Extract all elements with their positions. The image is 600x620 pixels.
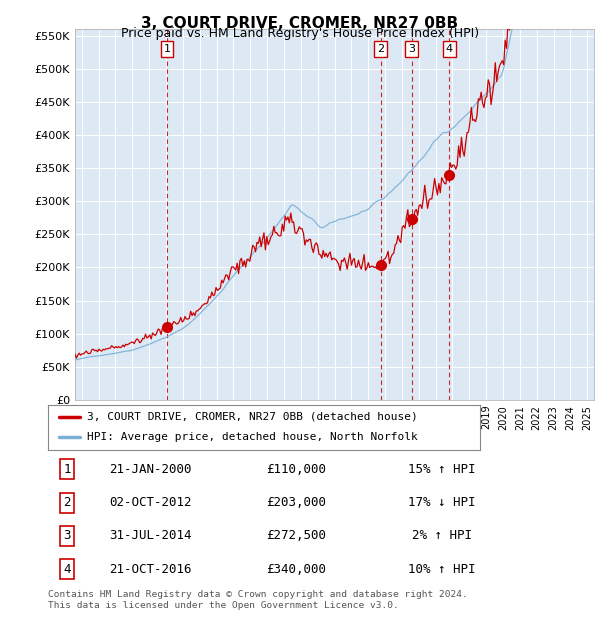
Text: Price paid vs. HM Land Registry's House Price Index (HPI): Price paid vs. HM Land Registry's House … bbox=[121, 27, 479, 40]
Text: £110,000: £110,000 bbox=[266, 463, 326, 476]
Text: 17% ↓ HPI: 17% ↓ HPI bbox=[409, 496, 476, 509]
Text: 3, COURT DRIVE, CROMER, NR27 0BB (detached house): 3, COURT DRIVE, CROMER, NR27 0BB (detach… bbox=[87, 412, 418, 422]
Text: £272,500: £272,500 bbox=[266, 529, 326, 542]
Text: 3: 3 bbox=[408, 44, 415, 54]
Text: 21-OCT-2016: 21-OCT-2016 bbox=[109, 563, 192, 576]
Text: 3, COURT DRIVE, CROMER, NR27 0BB: 3, COURT DRIVE, CROMER, NR27 0BB bbox=[142, 16, 458, 30]
Text: 2: 2 bbox=[377, 44, 385, 54]
Text: £340,000: £340,000 bbox=[266, 563, 326, 576]
Text: HPI: Average price, detached house, North Norfolk: HPI: Average price, detached house, Nort… bbox=[87, 432, 418, 443]
Text: 2: 2 bbox=[63, 496, 71, 509]
Text: 31-JUL-2014: 31-JUL-2014 bbox=[109, 529, 192, 542]
Text: 1: 1 bbox=[63, 463, 71, 476]
Text: £203,000: £203,000 bbox=[266, 496, 326, 509]
Text: 10% ↑ HPI: 10% ↑ HPI bbox=[409, 563, 476, 576]
Text: 1: 1 bbox=[164, 44, 170, 54]
Text: Contains HM Land Registry data © Crown copyright and database right 2024.
This d: Contains HM Land Registry data © Crown c… bbox=[48, 590, 468, 609]
Text: 15% ↑ HPI: 15% ↑ HPI bbox=[409, 463, 476, 476]
Text: 02-OCT-2012: 02-OCT-2012 bbox=[109, 496, 192, 509]
Text: 2% ↑ HPI: 2% ↑ HPI bbox=[412, 529, 472, 542]
Text: 3: 3 bbox=[63, 529, 71, 542]
Text: 21-JAN-2000: 21-JAN-2000 bbox=[109, 463, 192, 476]
Text: 4: 4 bbox=[446, 44, 453, 54]
Text: 4: 4 bbox=[63, 563, 71, 576]
